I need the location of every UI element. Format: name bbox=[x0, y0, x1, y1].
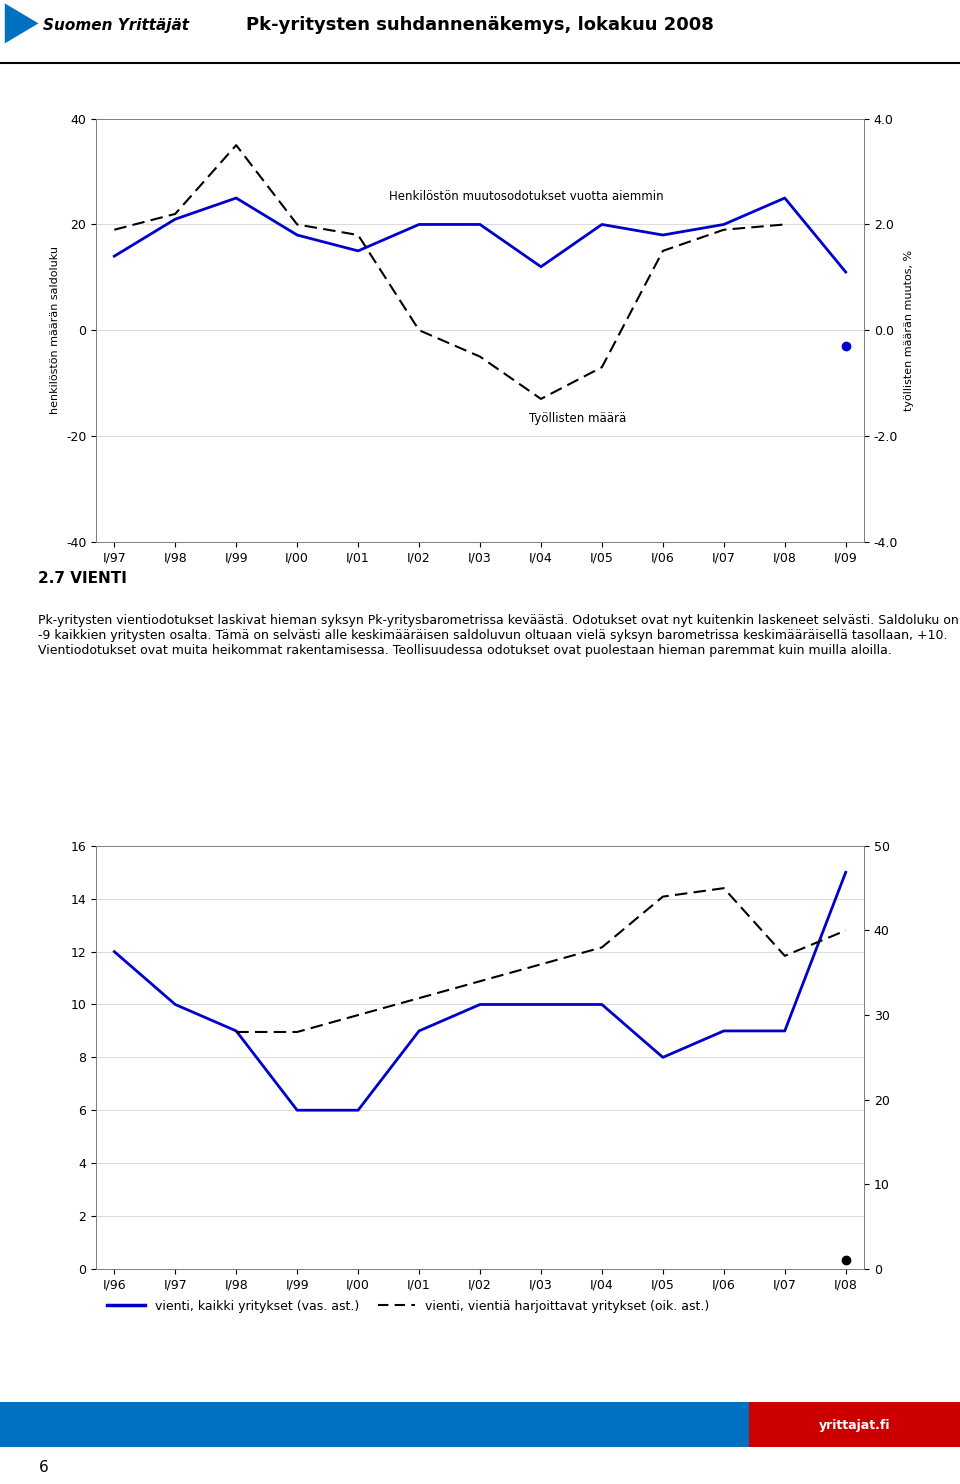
Text: Pk-yritysten vientiodotukset laskivat hieman syksyn Pk-yritysbarometrissa kevääs: Pk-yritysten vientiodotukset laskivat hi… bbox=[38, 614, 959, 657]
Text: Henkilöstön muutosodotukset vuotta aiemmin: Henkilöstön muutosodotukset vuotta aiemm… bbox=[389, 190, 663, 203]
Legend: vienti, kaikki yritykset (vas. ast.), vienti, vientiä harjoittavat yritykset (oi: vienti, kaikki yritykset (vas. ast.), vi… bbox=[103, 1294, 714, 1318]
Y-axis label: henkilöstön määrän saldoluku: henkilöstön määrän saldoluku bbox=[50, 246, 60, 414]
Bar bbox=[0, 1402, 960, 1447]
Text: Suomen Yrittäjät: Suomen Yrittäjät bbox=[43, 18, 189, 33]
Y-axis label: työllisten määrän muutos, %: työllisten määrän muutos, % bbox=[903, 249, 914, 411]
Text: 6: 6 bbox=[38, 1460, 48, 1475]
Polygon shape bbox=[5, 3, 38, 43]
Text: Pk-yritysten suhdannenäkemys, lokakuu 2008: Pk-yritysten suhdannenäkemys, lokakuu 20… bbox=[246, 16, 714, 34]
Text: Työllisten määrä: Työllisten määrä bbox=[529, 413, 626, 424]
Bar bbox=[749, 1402, 960, 1447]
Text: 2.7 VIENTI: 2.7 VIENTI bbox=[38, 571, 128, 586]
Text: yrittajat.fi: yrittajat.fi bbox=[819, 1419, 890, 1432]
